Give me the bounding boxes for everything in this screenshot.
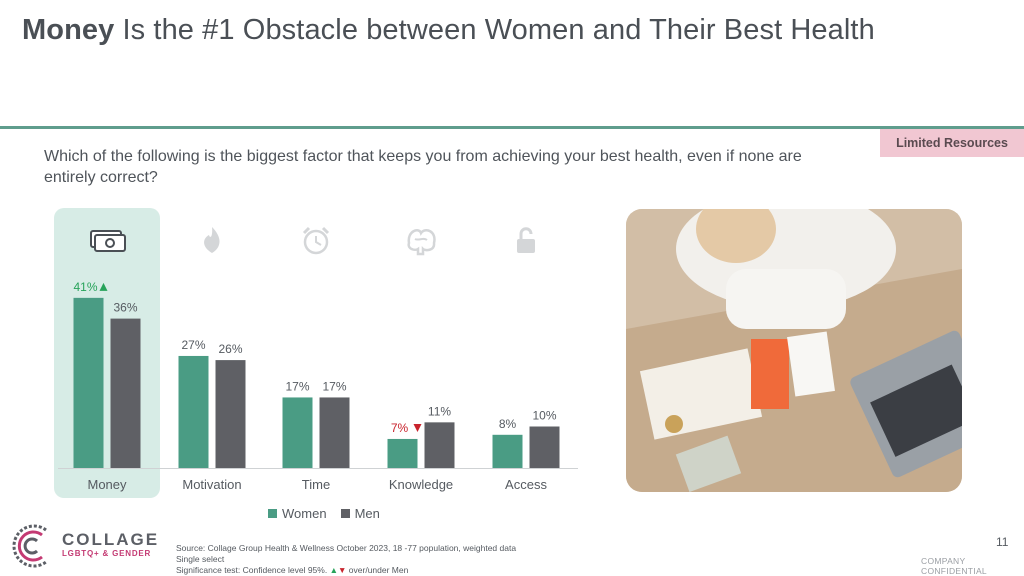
money-icon <box>90 230 126 252</box>
logo-name: COLLAGE <box>62 530 160 549</box>
bar-women-time <box>282 397 313 468</box>
bar-men-time <box>319 397 350 468</box>
chart-legend: Women Men <box>268 506 380 521</box>
significance-up-arrow-icon <box>99 282 108 291</box>
logo-subtitle: LGBTQ+ & GENDER <box>62 549 152 558</box>
bar-chart: 41% 36% Money 27% 26% Motivation 17% 17% Time 7% 1… <box>58 226 578 492</box>
category-label-access: Access <box>505 477 547 492</box>
source-note: Source: Collage Group Health & Wellness … <box>176 543 516 576</box>
select-type-line: Single select <box>176 554 225 564</box>
down-arrow-icon: ▼ <box>338 565 347 575</box>
page-number: 11 <box>996 535 1009 549</box>
category-label-knowledge: Knowledge <box>389 477 453 492</box>
photo-woman-reviewing-bills <box>626 209 962 492</box>
legend-label-women: Women <box>282 506 327 521</box>
flame-icon <box>204 227 220 253</box>
significance-suffix: over/under Men <box>348 565 409 575</box>
bar-women-motivation <box>178 355 209 468</box>
significance-down-arrow-icon <box>413 423 422 432</box>
bar-men-access <box>529 426 560 468</box>
lock-icon <box>517 227 535 253</box>
data-label-women-time: 17% <box>285 379 309 393</box>
confidential-label: COMPANY CONFIDENTIAL <box>921 556 987 576</box>
data-label-women-knowledge: 7% <box>391 421 409 435</box>
bar-men-money <box>110 318 141 468</box>
legend-item-men: Men <box>340 506 380 521</box>
bar-men-knowledge <box>424 422 455 468</box>
bar-women-knowledge <box>387 438 418 468</box>
data-label-women-motivation: 27% <box>181 338 205 352</box>
legend-swatch-women <box>268 509 277 518</box>
brain-icon <box>407 229 436 256</box>
survey-question: Which of the following is the biggest fa… <box>44 148 802 186</box>
legend-label-men: Men <box>354 506 380 521</box>
data-label-men-knowledge: 11% <box>428 404 451 418</box>
significance-prefix: Significance test: Confidence level 95%. <box>176 565 328 575</box>
header-divider <box>0 126 1024 129</box>
bar-women-money <box>73 297 104 468</box>
alarm-clock-icon <box>302 226 330 255</box>
legend-swatch-men <box>340 509 350 518</box>
section-tag: Limited Resources <box>880 129 1024 157</box>
category-label-money: Money <box>87 477 127 492</box>
category-label-time: Time <box>302 477 330 492</box>
data-label-women-access: 8% <box>499 417 517 431</box>
data-label-men-money: 36% <box>113 301 137 315</box>
data-label-men-time: 17% <box>322 379 346 393</box>
significance-line: Significance test: Confidence level 95%.… <box>176 565 516 576</box>
data-label-men-access: 10% <box>532 409 556 423</box>
collage-logo-mark <box>12 524 47 568</box>
category-label-motivation: Motivation <box>182 477 241 492</box>
highlight-panel <box>54 208 160 498</box>
title-emphasis: Money <box>22 14 115 46</box>
data-label-women-money: 41% <box>73 280 97 294</box>
legend-item-women: Women <box>268 506 327 521</box>
slide-title: Money Is the #1 Obstacle between Women a… <box>22 14 875 47</box>
source-line: Source: Collage Group Health & Wellness … <box>176 543 517 553</box>
up-arrow-icon: ▲ <box>329 565 338 575</box>
bar-women-access <box>492 434 523 468</box>
title-rest: Is the #1 Obstacle between Women and The… <box>114 14 875 46</box>
bar-men-motivation <box>215 360 246 468</box>
data-label-men-motivation: 26% <box>218 342 242 356</box>
